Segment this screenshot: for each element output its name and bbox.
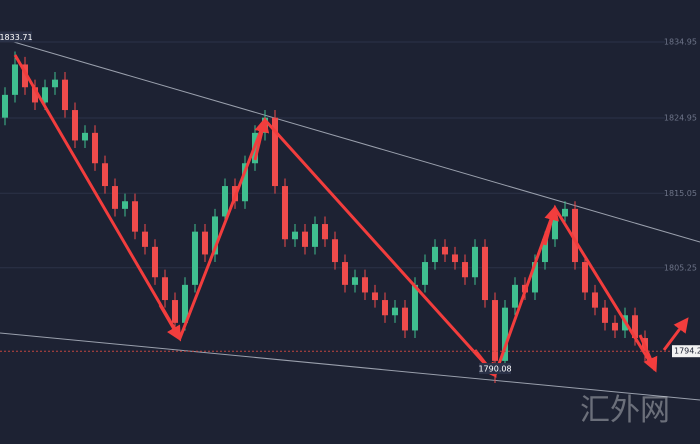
candle-body bbox=[162, 277, 168, 301]
candle-body bbox=[32, 87, 38, 103]
candle-body bbox=[552, 216, 558, 240]
candle-body bbox=[332, 239, 338, 263]
candle-body bbox=[42, 87, 48, 103]
label-box bbox=[0, 31, 32, 43]
last-price-label: 1794.27 bbox=[674, 347, 700, 356]
candle-body bbox=[152, 246, 158, 278]
zigzag-path bbox=[13, 54, 657, 378]
candle-body bbox=[412, 284, 418, 331]
candle-body bbox=[582, 262, 588, 293]
candle-body bbox=[22, 64, 28, 88]
candle-body bbox=[2, 94, 8, 118]
label-box bbox=[479, 363, 511, 375]
candle-body bbox=[272, 117, 278, 187]
candle-body bbox=[282, 186, 288, 240]
candle-body bbox=[422, 262, 428, 285]
candle-body bbox=[352, 277, 358, 285]
candle-body bbox=[502, 307, 508, 361]
candle-body bbox=[492, 300, 498, 361]
candle-body bbox=[172, 300, 178, 323]
candle-body bbox=[72, 110, 78, 141]
candle-body bbox=[202, 231, 208, 255]
candle-body bbox=[632, 315, 638, 339]
candle-body bbox=[572, 208, 578, 263]
candle-body bbox=[382, 300, 388, 316]
watermark: 汇外网 bbox=[580, 393, 670, 428]
candle-body bbox=[142, 231, 148, 247]
y-tick-label: 1834.95 bbox=[664, 38, 697, 47]
candle-body bbox=[302, 231, 308, 247]
candle-body bbox=[372, 292, 378, 301]
last-price-box bbox=[672, 345, 700, 358]
candle-body bbox=[452, 254, 458, 263]
candle-body bbox=[392, 307, 398, 316]
candle-body bbox=[602, 307, 608, 323]
candle-body bbox=[362, 277, 368, 293]
candle-body bbox=[192, 231, 198, 285]
candle-body bbox=[242, 163, 248, 202]
candle-body bbox=[462, 262, 468, 278]
y-tick-label: 1824.95 bbox=[664, 114, 697, 123]
candle-body bbox=[472, 246, 478, 278]
candle-body bbox=[532, 262, 538, 293]
candle-body bbox=[312, 224, 318, 247]
candle-body bbox=[52, 79, 58, 88]
candle-body bbox=[512, 284, 518, 308]
candle-body bbox=[182, 284, 188, 323]
candle-body bbox=[132, 201, 138, 232]
arrow bbox=[638, 334, 658, 373]
candle-body bbox=[612, 322, 618, 331]
candle-body bbox=[482, 246, 488, 301]
y-tick-label: 1815.05 bbox=[664, 189, 697, 198]
candle-body bbox=[102, 163, 108, 187]
candle-body bbox=[212, 216, 218, 255]
candle-body bbox=[342, 262, 348, 285]
trend-line-lower bbox=[0, 332, 700, 401]
candle-body bbox=[432, 246, 438, 263]
arrow bbox=[543, 205, 559, 246]
min-label: 1790.08 bbox=[478, 365, 511, 374]
candle-body bbox=[222, 186, 228, 217]
arrow bbox=[253, 117, 270, 161]
arrow bbox=[158, 304, 182, 342]
candle-body bbox=[442, 246, 448, 255]
candle-body bbox=[592, 292, 598, 308]
candle-body bbox=[122, 201, 128, 209]
candle-body bbox=[542, 239, 548, 263]
candle-body bbox=[82, 132, 88, 141]
candle-body bbox=[92, 132, 98, 164]
max-label: 1833.71 bbox=[0, 33, 33, 42]
trend-line-upper bbox=[0, 37, 700, 243]
y-tick-label: 1805.25 bbox=[664, 263, 697, 272]
arrow bbox=[662, 317, 689, 351]
candle-body bbox=[292, 231, 298, 240]
candle-body bbox=[12, 64, 18, 95]
candle-body bbox=[112, 186, 118, 209]
candle-body bbox=[62, 79, 68, 111]
candle-body bbox=[562, 208, 568, 217]
candle-body bbox=[402, 307, 408, 331]
candle-body bbox=[322, 224, 328, 240]
